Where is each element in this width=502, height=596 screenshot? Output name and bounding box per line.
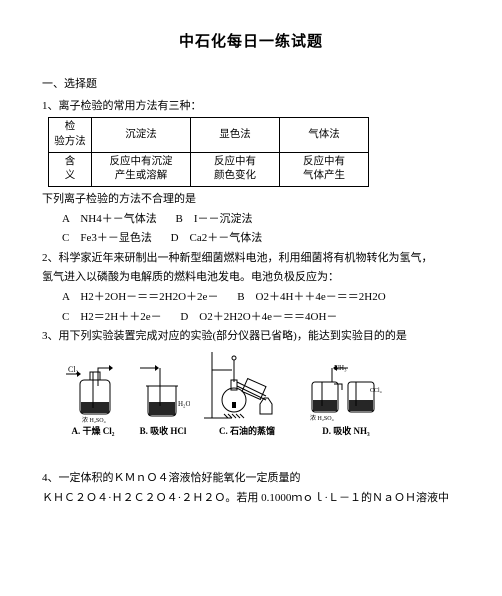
fig-c: C. 石油的蒸馏 bbox=[202, 352, 292, 437]
fig-d-cap: D. 吸收 NH₃ bbox=[322, 426, 369, 437]
fig-b-cap: B. 吸收 HCl bbox=[140, 426, 187, 437]
t: 反应中有 bbox=[214, 156, 256, 167]
q4-stem1: 4、一定体积的ＫＭｎＯ４溶液恰好能氧化一定质量的 bbox=[42, 470, 460, 488]
h2o-label: H₂O bbox=[178, 400, 190, 408]
t: 验方法 bbox=[54, 136, 86, 147]
fig-b: H₂O B. 吸收 HCl bbox=[136, 362, 190, 437]
fig-d: NH₃ 浓 H₂SO₄ CCl₄ D. 吸收 NH₃ bbox=[304, 362, 388, 437]
q2-stem2: 氢气进入以磷酸为电解质的燃料电池发电。电池负极反应为： bbox=[42, 269, 460, 287]
ccl4-label: CCl₄ bbox=[370, 388, 382, 394]
fig-a-cap: A. 干燥 Cl₂ bbox=[72, 426, 115, 437]
tbl-r1c4: 气体法 bbox=[280, 118, 369, 152]
tbl-r1c3: 显色法 bbox=[191, 118, 280, 152]
q1-opt-a: A NH4＋－气体法 bbox=[62, 211, 157, 229]
q2-opt-d: D O2＋2H2O＋4e－＝＝4OH－ bbox=[180, 309, 337, 327]
q2-opt-c: C H2＝2H＋＋2e－ bbox=[62, 309, 162, 327]
tbl-r1c2: 沉淀法 bbox=[92, 118, 191, 152]
q1-opt-d: D Ca2＋－气体法 bbox=[171, 230, 263, 248]
t: 反应中有 bbox=[303, 156, 345, 167]
q2-stem1: 2、科学家近年来研制出一种新型细菌燃料电池，利用细菌将有机物转化为氢气， bbox=[42, 250, 460, 268]
q1-opt-c: C Fe3＋－显色法 bbox=[62, 230, 152, 248]
q2-opts-row2: C H2＝2H＋＋2e－ D O2＋2H2O＋4e－＝＝4OH－ bbox=[62, 309, 460, 327]
q1-opts-row2: C Fe3＋－显色法 D Ca2＋－气体法 bbox=[62, 230, 460, 248]
q1-stem: 1、离子检验的常用方法有三种： bbox=[42, 98, 460, 116]
tbl-r2c4: 反应中有 气体产生 bbox=[280, 152, 369, 186]
apparatus-b-icon: H₂O bbox=[136, 362, 190, 424]
tbl-r2c2: 反应中有沉淀 产生或溶解 bbox=[92, 152, 191, 186]
q3-stem: 3、用下列实验装置完成对应的实验(部分仪器已省略)，能达到实验目的的是 bbox=[42, 328, 460, 346]
q1-opts-row1: A NH4＋－气体法 B I－－沉淀法 bbox=[62, 211, 460, 229]
h2so4-label: 浓 H₂SO₄ bbox=[82, 416, 106, 424]
t: 反应中有沉淀 bbox=[110, 156, 173, 167]
q3-figures: Cl₂ 浓 H₂SO₄ A. 干燥 Cl₂ bbox=[62, 352, 460, 437]
q2-opt-a: A H2＋2OH－＝＝2H2O＋2e－ bbox=[62, 289, 218, 307]
t: 义 bbox=[65, 170, 76, 181]
q1-after-table: 下列离子检验的方法不合理的是 bbox=[42, 191, 460, 209]
h2so4-label2: 浓 H₂SO₄ bbox=[310, 414, 334, 422]
tbl-r2c1: 含 义 bbox=[49, 152, 92, 186]
section-heading: 一、选择题 bbox=[42, 76, 460, 94]
q1-opt-b: B I－－沉淀法 bbox=[175, 211, 252, 229]
apparatus-d-icon: NH₃ 浓 H₂SO₄ CCl₄ bbox=[304, 362, 388, 424]
t: 颜色变化 bbox=[214, 170, 256, 181]
t: 检 bbox=[65, 121, 76, 132]
fig-a: Cl₂ 浓 H₂SO₄ A. 干燥 Cl₂ bbox=[62, 362, 124, 437]
t: 气体产生 bbox=[303, 170, 345, 181]
fig-c-cap: C. 石油的蒸馏 bbox=[219, 426, 275, 437]
q1-table: 检 验方法 沉淀法 显色法 气体法 含 义 反应中有沉淀 产生或溶解 反应中有 … bbox=[48, 117, 369, 187]
t: 产生或溶解 bbox=[115, 170, 168, 181]
cl2-label: Cl₂ bbox=[68, 365, 79, 374]
tbl-r2c3: 反应中有 颜色变化 bbox=[191, 152, 280, 186]
page-title: 中石化每日一练试题 bbox=[42, 30, 460, 54]
apparatus-c-icon bbox=[202, 352, 292, 424]
t: 含 bbox=[65, 156, 76, 167]
tbl-r1c1: 检 验方法 bbox=[49, 118, 92, 152]
q4-stem2: ＫＨＣ２Ｏ４·Ｈ２Ｃ２Ｏ４·２Ｈ２Ｏ。若用 0.1000ｍｏｌ·Ｌ－１的ＮａＯＨ… bbox=[42, 490, 460, 508]
q2-opts-row1: A H2＋2OH－＝＝2H2O＋2e－ B O2＋4H＋＋4e－＝＝2H2O bbox=[62, 289, 460, 307]
q2-opt-b: B O2＋4H＋＋4e－＝＝2H2O bbox=[237, 289, 386, 307]
apparatus-a-icon: Cl₂ 浓 H₂SO₄ bbox=[62, 362, 124, 424]
spacer bbox=[42, 440, 460, 468]
document-page: 中石化每日一练试题 一、选择题 1、离子检验的常用方法有三种： 检 验方法 沉淀… bbox=[0, 0, 502, 596]
